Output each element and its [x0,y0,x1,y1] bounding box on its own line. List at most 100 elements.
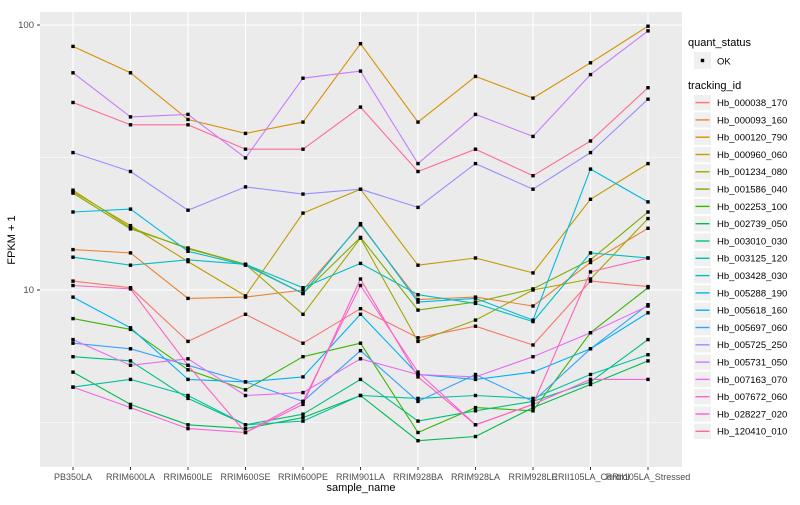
data-point-marker [646,161,650,166]
data-point-marker [186,426,190,431]
data-point-marker [416,336,420,340]
data-point-marker [301,76,305,80]
data-point-marker [301,312,305,316]
data-point-marker [128,363,133,367]
y-tick-label: 10 [23,285,34,296]
legend-label-tracking-id: Hb_003428_030 [717,271,787,282]
x-tick-label: RRIM600LA [106,472,155,482]
data-point-marker [243,312,248,316]
data-point-marker [71,316,75,321]
data-point-marker [473,409,478,413]
data-point-marker [531,287,535,291]
y-axis-title: FPKM + 1 [6,215,18,264]
data-point-marker [588,270,593,274]
data-point-marker [358,341,363,345]
data-point-marker [71,295,75,299]
data-point-marker [588,72,593,77]
data-point-marker [416,399,420,404]
legend-label-tracking-id: Hb_120410_010 [717,427,787,438]
data-point-marker [71,385,75,389]
data-point-marker [531,187,535,191]
data-point-marker [646,353,650,357]
data-point-marker [243,388,248,392]
data-point-marker [473,393,478,398]
data-point-marker [358,69,363,73]
data-point-marker [588,382,593,387]
x-tick-label: RRII105LA_Stressed [606,472,691,482]
data-point-marker [301,192,305,196]
data-point-marker [71,150,75,155]
data-point-marker [128,71,133,75]
legend-label-tracking-id: Hb_005731_050 [717,358,787,369]
data-point-marker [243,294,248,298]
data-point-marker [588,150,593,155]
data-point-marker [243,147,248,151]
data-point-marker [71,337,75,342]
data-point-marker [531,271,535,275]
data-point-marker [186,123,190,127]
legend-label-tracking-id: Hb_007672_060 [717,392,787,403]
data-point-marker [416,396,420,401]
legend-label-tracking-id: Hb_002253_100 [717,202,787,213]
data-point-marker [531,174,535,178]
data-point-marker [531,399,535,404]
data-point-marker [416,419,420,423]
data-point-marker [301,399,305,404]
data-point-marker [301,341,305,345]
data-point-marker [646,286,650,290]
data-point-marker [473,434,478,439]
data-point-marker [646,359,650,363]
data-point-marker [416,370,420,374]
data-point-marker [301,419,305,423]
data-point-marker [301,120,305,124]
data-point-marker [71,188,75,192]
data-point-marker [358,221,363,226]
data-point-marker [646,24,650,28]
data-point-marker [646,377,650,382]
legend-label-tracking-id: Hb_005618_160 [717,306,787,317]
data-point-marker [358,187,363,191]
data-point-marker [473,375,478,379]
data-point-marker [128,227,133,231]
x-tick-label: PB350LA [54,472,92,482]
legend-label-tracking-id: Hb_000038_170 [717,98,787,109]
legend-label-tracking-id: Hb_003125_120 [717,254,787,265]
data-point-marker [416,339,420,344]
data-point-marker [186,246,190,250]
data-point-marker [646,304,650,308]
data-point-marker [128,405,133,410]
data-point-marker [186,339,190,344]
data-point-marker [416,120,420,124]
data-point-marker [531,402,535,407]
data-point-marker [186,363,190,367]
data-point-marker [588,167,593,171]
data-point-marker [128,377,133,382]
legend-title-quant-status: quant_status [688,37,751,49]
data-point-marker [301,355,305,359]
x-tick-label: RRIM928LE [508,472,557,482]
data-point-marker [186,249,190,253]
data-point-marker [646,200,650,204]
data-point-marker [301,402,305,407]
data-point-marker [128,402,133,407]
legend-ok-marker [700,58,705,63]
x-tick-label: RRIM600PE [278,472,328,482]
legend-label-tracking-id: Hb_002739_050 [717,219,787,230]
legend-label-ok: OK [717,57,731,68]
data-point-marker [473,377,478,382]
data-point-marker [588,380,593,384]
data-point-marker [71,255,75,259]
data-point-marker [186,296,190,301]
data-point-marker [358,105,363,109]
data-point-marker [71,247,75,252]
data-point-marker [531,304,535,308]
data-point-marker [473,301,478,306]
data-point-marker [416,375,420,379]
data-point-marker [531,343,535,347]
legend-label-tracking-id: Hb_001234_080 [717,167,787,178]
data-point-marker [588,260,593,265]
data-point-marker [588,258,593,262]
data-point-marker [301,375,305,379]
data-point-marker [416,297,420,302]
